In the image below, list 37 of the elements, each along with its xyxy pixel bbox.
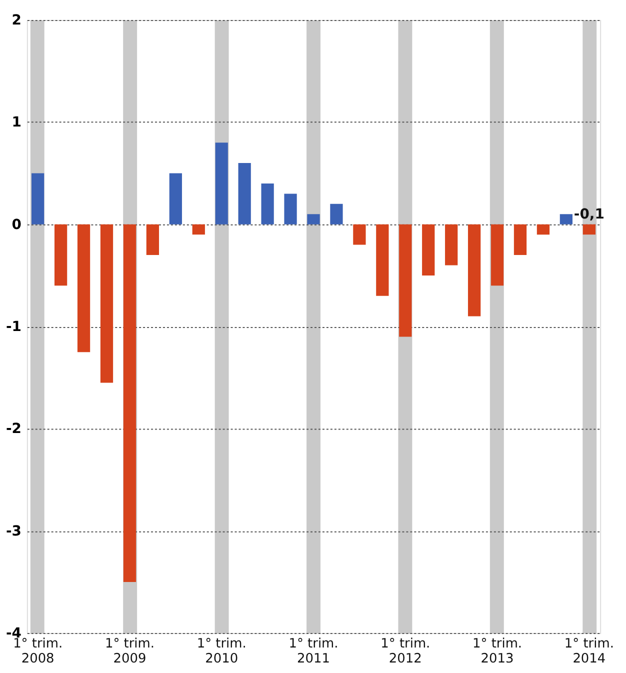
x-tick-label: 1° trim. 2011 [288,636,338,666]
bar [353,224,366,245]
x-tick-label: 1° trim. 2013 [472,636,522,666]
bar [100,224,114,383]
bar [399,224,412,337]
bar [54,224,68,286]
bar [422,224,435,276]
y-tick-label: -1 [6,319,22,336]
x-tick-label: 1° trim. 2009 [104,636,154,666]
bar [284,194,297,224]
bar [376,224,389,296]
bar [560,214,573,224]
bar [169,173,182,224]
bar [330,204,343,224]
y-tick-label: -2 [6,421,22,438]
bar [77,224,90,352]
bar [192,224,205,235]
data-label: -0,1 [574,206,604,223]
bar [582,224,596,235]
bar [536,224,550,235]
x-tick-label: 1° trim. 2010 [196,636,246,666]
bar [490,224,504,286]
bar [307,214,320,224]
bar [238,163,251,224]
x-tick-label: 1° trim. 2014 [564,636,614,666]
y-tick-label: 0 [12,216,22,233]
y-tick-label: 1 [12,114,22,131]
bar [468,224,481,316]
bar [146,224,160,256]
y-tick-label: 2 [12,12,22,28]
y-tick-label: -3 [6,523,22,540]
bar [32,173,44,224]
bar [215,142,228,224]
bar [514,224,527,256]
bar [445,224,458,266]
x-tick-label: 1° trim. 2012 [380,636,430,666]
bar [261,183,274,224]
